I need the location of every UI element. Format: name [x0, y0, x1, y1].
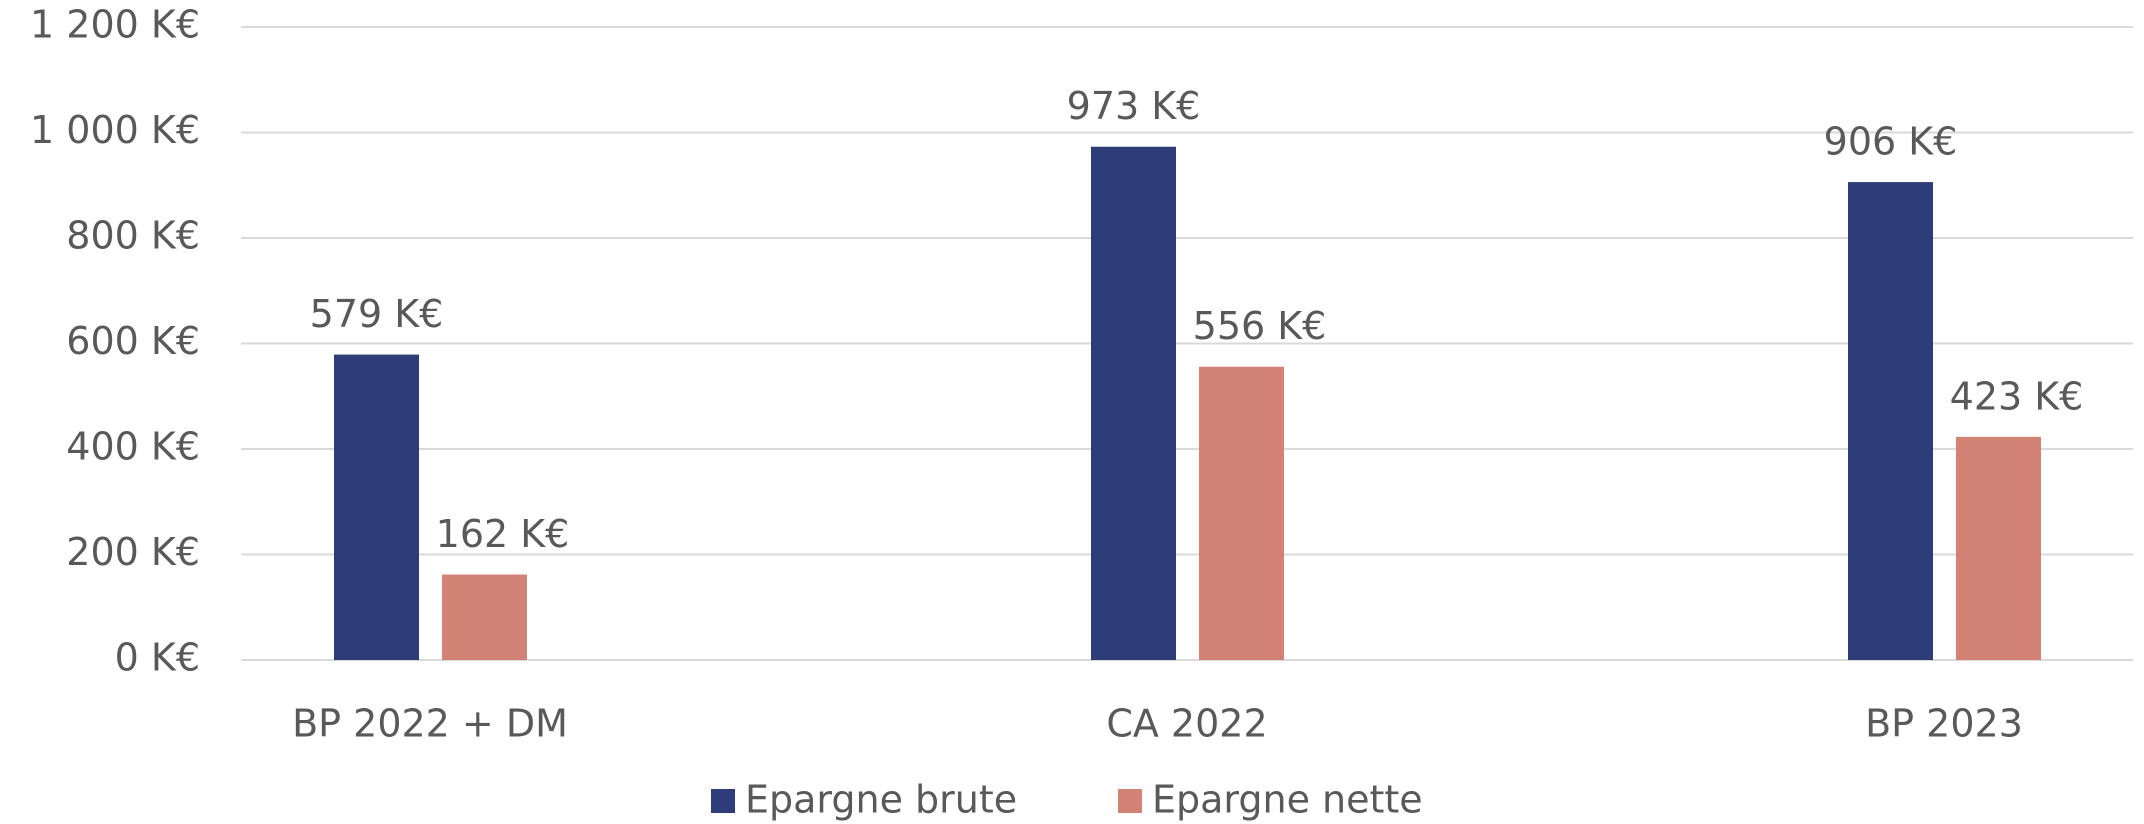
value-label: 423 K€	[1950, 374, 2084, 418]
legend-label: Epargne nette	[1152, 778, 1423, 822]
y-tick-label: 0 K€	[115, 636, 200, 680]
bar	[1956, 436, 2041, 660]
y-tick-label: 400 K€	[66, 425, 200, 469]
y-tick-label: 200 K€	[66, 530, 200, 574]
bar	[334, 354, 419, 660]
x-tick-label: BP 2023	[1865, 702, 2023, 746]
bar	[442, 574, 527, 660]
x-tick-label: BP 2022 + DM	[292, 702, 568, 746]
y-tick-label: 1 200 K€	[30, 3, 200, 47]
legend-swatch	[1118, 789, 1142, 813]
y-tick-label: 1 000 K€	[30, 108, 200, 152]
value-label: 973 K€	[1067, 84, 1201, 128]
legend-swatch	[711, 789, 735, 813]
bar	[1199, 366, 1284, 660]
value-label: 906 K€	[1824, 120, 1958, 164]
value-label: 162 K€	[436, 512, 570, 556]
value-label: 556 K€	[1193, 304, 1327, 348]
value-label: 579 K€	[310, 292, 444, 336]
bar	[1848, 182, 1933, 660]
bar	[1091, 146, 1176, 660]
legend-label: Epargne brute	[745, 778, 1017, 822]
y-tick-label: 800 K€	[66, 214, 200, 258]
y-tick-label: 600 K€	[66, 319, 200, 363]
x-tick-label: CA 2022	[1106, 702, 1267, 746]
